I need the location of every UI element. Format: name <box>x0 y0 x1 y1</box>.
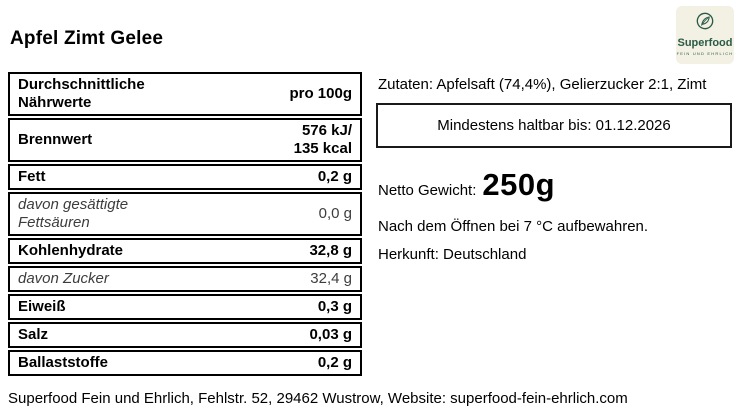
nutrient-label: davon gesättigte Fettsäuren <box>18 196 129 231</box>
leaf-icon <box>695 11 715 36</box>
nutrient-value: 32,4 g <box>310 270 352 287</box>
nutrient-label: davon Zucker <box>18 270 109 287</box>
best-before-box: Mindestens haltbar bis: 01.12.2026 <box>376 103 732 148</box>
nutrition-row-kohlenhydrate: Kohlenhydrate 32,8 g <box>8 238 362 264</box>
brand-logo: Superfood FEIN UND EHRLICH <box>676 6 734 64</box>
nutrient-value: 576 kJ/ 135 kcal <box>293 122 352 157</box>
nutrient-label: Salz <box>18 326 49 343</box>
nutrient-value: 0,0 g <box>318 205 352 222</box>
nutrition-row-gesaettigte-fettsaeuren: davon gesättigte Fettsäuren 0,0 g <box>8 192 362 236</box>
brand-tagline: FEIN UND EHRLICH <box>676 51 734 57</box>
nutrient-value: 0,2 g <box>317 354 352 371</box>
nutrient-label: Ballaststoffe <box>18 354 109 371</box>
nutrition-table: Durchschnittliche Nährwerte pro 100g Bre… <box>8 72 362 376</box>
nutrient-value: 0,3 g <box>317 298 352 315</box>
nutrition-row-brennwert: Brennwert 576 kJ/ 135 kcal <box>8 118 362 162</box>
product-title: Apfel Zimt Gelee <box>10 28 164 49</box>
nutrient-label: Kohlenhydrate <box>18 242 124 259</box>
nutrition-header-label: Durchschnittliche Nährwerte <box>18 76 145 111</box>
nutrient-value: 0,2 g <box>317 168 352 185</box>
nutrition-row-eiweiss: Eiweiß 0,3 g <box>8 294 362 320</box>
nutrition-row-fett: Fett 0,2 g <box>8 164 362 190</box>
ingredients-text: Zutaten: Apfelsaft (74,4%), Gelierzucker… <box>378 76 707 93</box>
nutrition-header-column: pro 100g <box>289 85 352 102</box>
nutrient-value: 32,8 g <box>309 242 352 259</box>
net-weight-value: 250g <box>482 167 556 202</box>
nutrient-label: Fett <box>18 168 46 185</box>
nutrient-value: 0,03 g <box>309 326 352 343</box>
nutrient-label: Brennwert <box>18 131 93 148</box>
nutrient-label: Eiweiß <box>18 298 66 315</box>
storage-instructions: Nach dem Öffnen bei 7 °C aufbewahren. <box>378 218 649 235</box>
origin-text: Herkunft: Deutschland <box>378 246 527 263</box>
nutrition-row-zucker: davon Zucker 32,4 g <box>8 266 362 292</box>
brand-name: Superfood <box>677 37 733 49</box>
nutrition-row-ballaststoffe: Ballaststoffe 0,2 g <box>8 350 362 376</box>
producer-address: Superfood Fein und Ehrlich, Fehlstr. 52,… <box>8 390 628 407</box>
nutrition-row-salz: Salz 0,03 g <box>8 322 362 348</box>
best-before-text: Mindestens haltbar bis: 01.12.2026 <box>437 117 671 134</box>
net-weight-label: Netto Gewicht: <box>378 182 477 199</box>
net-weight: Netto Gewicht: 250g <box>378 167 555 203</box>
nutrition-header-row: Durchschnittliche Nährwerte pro 100g <box>8 72 362 116</box>
